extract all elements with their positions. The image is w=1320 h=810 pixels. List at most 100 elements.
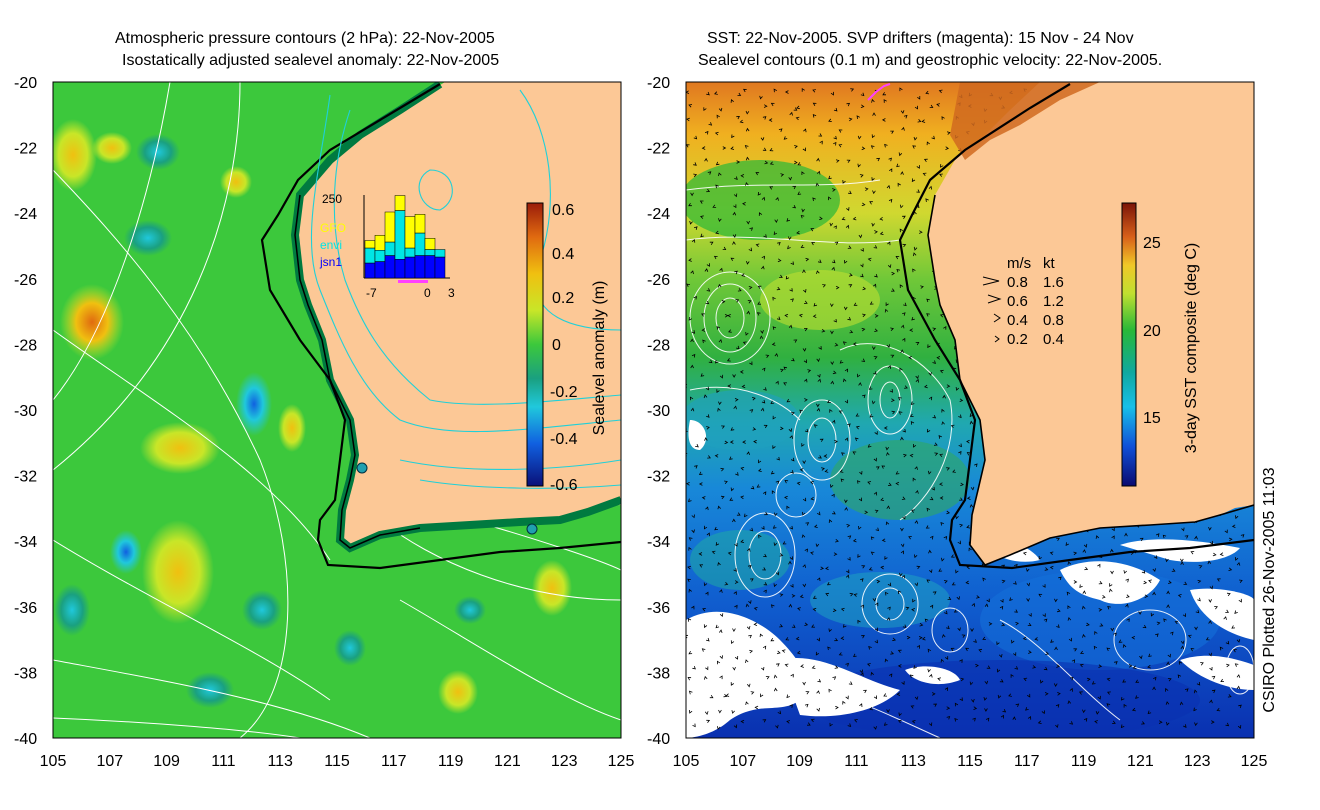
velocity-arrow xyxy=(872,597,877,602)
velocity-arrow xyxy=(698,471,703,475)
velocity-arrow xyxy=(932,327,937,331)
velocity-arrow xyxy=(834,241,839,245)
velocity-arrow xyxy=(740,174,745,178)
velocity-arrow xyxy=(726,358,731,362)
velocity-arrow xyxy=(871,222,875,227)
velocity-arrow xyxy=(1187,634,1192,639)
velocity-arrow xyxy=(816,690,820,694)
velocity-arrow xyxy=(700,215,704,219)
velocity-arrow xyxy=(874,273,878,278)
velocity-arrow xyxy=(799,409,803,414)
velocity-arrow xyxy=(803,328,808,332)
velocity-arrow xyxy=(946,625,950,630)
velocity-arrow xyxy=(1083,543,1088,548)
velocity-arrow xyxy=(1183,581,1188,585)
velocity-arrow xyxy=(870,551,875,555)
velocity-arrow xyxy=(735,345,740,350)
velocity-arrow xyxy=(900,550,904,555)
velocity-arrow xyxy=(784,663,789,667)
velocity-arrow xyxy=(901,681,905,685)
x-axis-tick-label: 107 xyxy=(96,753,123,770)
velocity-arrow xyxy=(958,450,962,455)
velocity-arrow xyxy=(1234,610,1238,615)
velocity-arrow xyxy=(763,234,767,238)
velocity-arrow xyxy=(1125,578,1129,583)
inset-bar-jsn1 xyxy=(424,255,436,279)
velocity-arrow xyxy=(1165,687,1169,692)
velocity-arrow xyxy=(701,328,706,332)
velocity-arrow xyxy=(912,477,916,482)
velocity-arrow xyxy=(913,246,918,251)
velocity-arrow xyxy=(944,656,949,660)
velocity-arrow xyxy=(874,230,878,234)
velocity-arrow xyxy=(732,241,736,245)
velocity-arrow xyxy=(703,624,708,629)
velocity-arrow xyxy=(932,591,937,595)
velocity-arrow xyxy=(864,510,869,515)
velocity-arrow xyxy=(773,674,778,679)
velocity-arrow xyxy=(801,208,805,213)
velocity-arrow xyxy=(790,298,794,302)
velocity-arrow xyxy=(1013,581,1017,585)
velocity-arrow xyxy=(888,168,893,172)
velocity-arrow xyxy=(739,119,744,124)
velocity-arrow xyxy=(883,426,888,430)
velocity-arrow xyxy=(843,378,847,383)
velocity-arrow xyxy=(1211,720,1215,724)
velocity-arrow xyxy=(1123,703,1127,708)
velocity-arrow xyxy=(913,443,917,448)
velocity-arrow xyxy=(800,664,804,668)
velocity-arrow xyxy=(734,176,738,181)
velocity-arrow xyxy=(910,421,915,425)
velocity-arrow xyxy=(902,243,907,248)
velocity-arrow xyxy=(1097,563,1101,568)
velocity-arrow xyxy=(715,161,720,166)
velocity-arrow xyxy=(691,353,696,358)
velocity-arrow xyxy=(1042,584,1046,588)
velocity-arrow xyxy=(1000,598,1004,603)
velocity-arrow xyxy=(703,107,707,112)
velocity-arrow xyxy=(756,484,761,488)
velocity-arrow xyxy=(716,326,721,330)
velocity-arrow xyxy=(802,348,807,352)
velocity-arrow xyxy=(1044,692,1049,696)
inset-bar-gfo xyxy=(374,235,386,251)
velocity-arrow xyxy=(773,542,778,547)
velocity-arrow xyxy=(1148,653,1152,658)
velocity-arrow xyxy=(1180,561,1184,565)
velocity-arrow xyxy=(776,286,781,291)
velocity-arrow xyxy=(986,598,990,603)
velocity-arrow xyxy=(759,335,764,340)
velocity-arrow xyxy=(875,527,880,532)
velocity-arrow xyxy=(1065,542,1069,546)
velocity-arrow xyxy=(688,202,692,207)
velocity-arrow xyxy=(847,535,852,539)
velocity-arrow xyxy=(745,181,749,186)
velocity-arrow xyxy=(859,174,864,178)
velocity-arrow xyxy=(873,356,878,360)
velocity-arrow xyxy=(984,680,988,685)
velocity-arrow xyxy=(815,182,820,187)
velocity-arrow xyxy=(889,389,893,393)
velocity-arrow xyxy=(773,583,777,588)
velocity-arrow xyxy=(761,399,766,404)
velocity-arrow xyxy=(958,414,962,419)
velocity-arrow xyxy=(780,368,784,373)
velocity-arrow xyxy=(938,568,943,572)
velocity-arrow xyxy=(870,145,875,149)
velocity-arrow xyxy=(789,435,793,439)
velocity-arrow xyxy=(688,588,692,593)
velocity-arrow xyxy=(785,275,790,280)
velocity-arrow xyxy=(848,117,853,122)
velocity-arrow xyxy=(970,486,975,491)
velocity-arrow xyxy=(1121,696,1125,701)
velocity-arrow xyxy=(737,288,742,292)
velocity-arrow xyxy=(718,283,722,288)
velocity-arrow xyxy=(1002,709,1007,713)
velocity-arrow xyxy=(1141,721,1145,725)
velocity-arrow xyxy=(884,143,888,148)
velocity-arrow xyxy=(754,705,759,710)
velocity-arrow xyxy=(802,497,807,502)
velocity-arrow xyxy=(748,247,753,252)
velocity-arrow xyxy=(834,665,839,669)
